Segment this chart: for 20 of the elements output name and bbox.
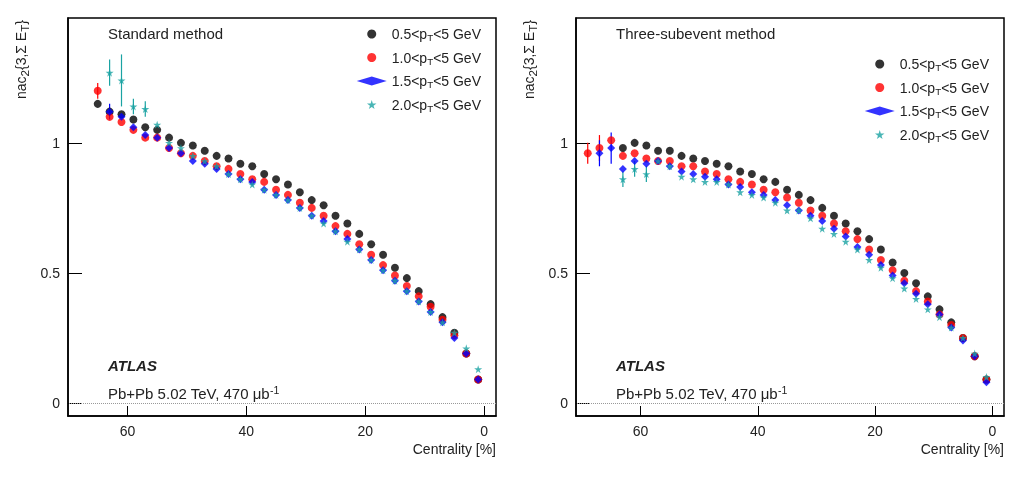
annotation: Standard method [108,25,224,42]
x-axis-title: Centrality [%] [920,441,1004,457]
x-tick-label: 40 [238,423,255,439]
x-tick-label: 0 [480,423,489,439]
y-tick-label: 0 [560,394,569,411]
x-tick-label: 60 [632,423,649,439]
y-tick-label: 0.5 [40,264,61,281]
x-tick-label: 20 [357,423,374,439]
y-tick-label: 1 [52,134,61,151]
annotation: Three-subevent method [616,25,776,42]
x-tick-label: 60 [119,423,136,439]
y-tick-label: 1 [560,134,569,151]
y-tick-label: 0 [52,394,61,411]
annotation: ATLAS [615,357,665,374]
y-tick-label: 0.5 [548,264,569,281]
x-axis-title: Centrality [%] [412,441,496,457]
annotation: ATLAS [107,357,157,374]
x-tick-label: 40 [749,423,766,439]
x-tick-label: 0 [988,423,997,439]
x-tick-label: 20 [867,423,884,439]
